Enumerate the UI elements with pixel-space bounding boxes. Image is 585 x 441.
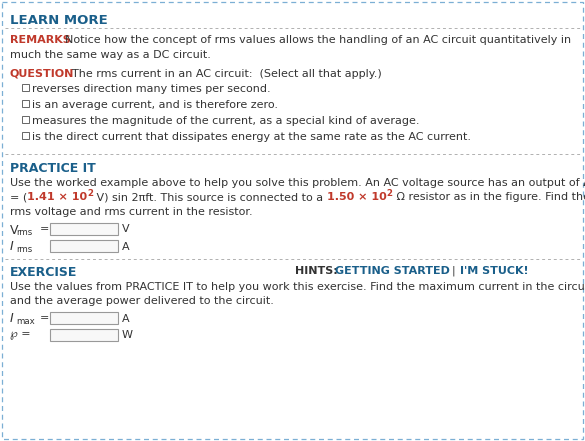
Bar xyxy=(50,223,118,235)
Text: I'M STUCK!: I'M STUCK! xyxy=(460,265,529,276)
Text: V: V xyxy=(122,224,130,235)
Text: =: = xyxy=(40,224,49,235)
Bar xyxy=(22,132,29,138)
Text: GETTING STARTED: GETTING STARTED xyxy=(335,265,450,276)
Text: is the direct current that dissipates energy at the same rate as the AC current.: is the direct current that dissipates en… xyxy=(33,132,472,142)
Text: 1.41 × 10: 1.41 × 10 xyxy=(27,193,87,202)
Text: LEARN MORE: LEARN MORE xyxy=(10,14,108,27)
Bar xyxy=(22,84,29,90)
Text: PRACTICE IT: PRACTICE IT xyxy=(10,162,96,175)
Text: much the same way as a DC circuit.: much the same way as a DC circuit. xyxy=(10,49,211,60)
Text: =: = xyxy=(40,314,49,324)
Text: W: W xyxy=(122,330,133,340)
Text: QUESTION: QUESTION xyxy=(10,69,74,79)
Text: Use the worked example above to help you solve this problem. An AC voltage sourc: Use the worked example above to help you… xyxy=(10,178,585,188)
Text: Ω resistor as in the figure. Find the: Ω resistor as in the figure. Find the xyxy=(393,193,585,202)
Text: I: I xyxy=(10,240,14,254)
Text: is an average current, and is therefore zero.: is an average current, and is therefore … xyxy=(33,101,278,111)
Bar xyxy=(22,100,29,106)
Text: rms: rms xyxy=(16,245,33,254)
Text: 2: 2 xyxy=(87,188,94,198)
Text: |: | xyxy=(452,265,456,276)
Text: A: A xyxy=(122,314,130,324)
Text: I: I xyxy=(10,313,14,325)
Text: The rms current in an AC circuit:  (Select all that apply.): The rms current in an AC circuit: (Selec… xyxy=(72,69,382,79)
Text: V: V xyxy=(10,224,19,236)
Text: EXERCISE: EXERCISE xyxy=(10,265,77,279)
Bar xyxy=(50,239,118,251)
Text: 1.50 × 10: 1.50 × 10 xyxy=(327,193,387,202)
Text: and the average power delivered to the circuit.: and the average power delivered to the c… xyxy=(10,296,274,306)
Text: Use the values from PRACTICE IT to help you work this exercise. Find the maximum: Use the values from PRACTICE IT to help … xyxy=(10,281,585,292)
Text: 2: 2 xyxy=(387,188,393,198)
Bar xyxy=(50,329,118,340)
Text: A: A xyxy=(122,242,130,251)
Bar xyxy=(22,116,29,123)
Text: rms voltage and rms current in the resistor.: rms voltage and rms current in the resis… xyxy=(10,207,253,217)
Text: HINTS:: HINTS: xyxy=(295,265,338,276)
Text: REMARKS: REMARKS xyxy=(10,35,71,45)
Text: Notice how the concept of rms values allows the handling of an AC circuit quanti: Notice how the concept of rms values all… xyxy=(65,35,571,45)
Bar xyxy=(50,311,118,324)
Text: V) sin 2πft. This source is connected to a: V) sin 2πft. This source is connected to… xyxy=(94,193,327,202)
Text: reverses direction many times per second.: reverses direction many times per second… xyxy=(33,85,271,94)
Text: = (: = ( xyxy=(10,193,27,202)
Text: measures the magnitude of the current, as a special kind of average.: measures the magnitude of the current, a… xyxy=(33,116,420,127)
Text: max: max xyxy=(16,318,35,326)
Text: rms: rms xyxy=(16,228,33,237)
Text: ℘ =: ℘ = xyxy=(10,329,30,340)
